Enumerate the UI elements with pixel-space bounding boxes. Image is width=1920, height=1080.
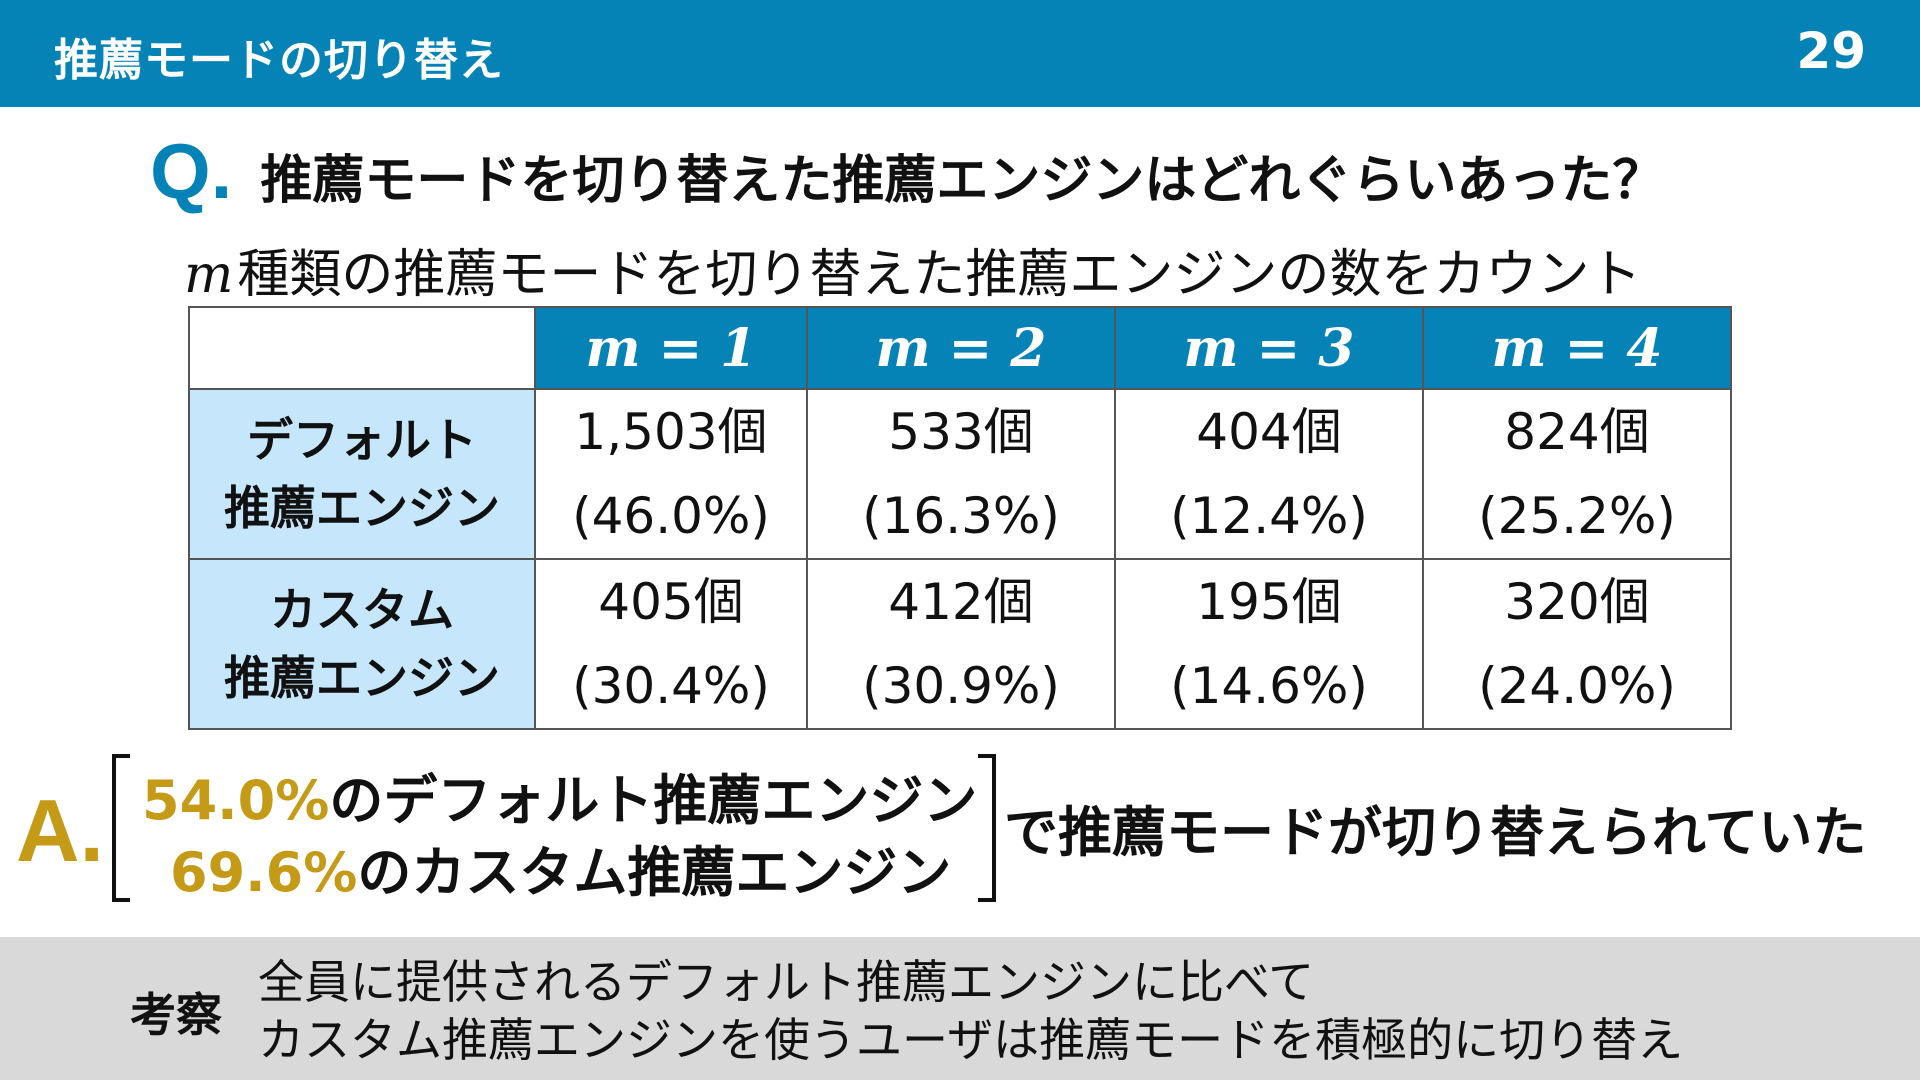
cell-count: 405個: [598, 573, 744, 631]
row-header-custom: カスタム 推薦エンジン: [188, 558, 536, 730]
mode-switch-table: m = 1 m = 2 m = 3 m = 4 デフォルト 推薦エンジン 1,5…: [188, 306, 1732, 730]
table-corner-cell: [188, 306, 536, 390]
question-block: Q. 推薦モードを切り替えた推薦エンジンはどれぐらいあった？: [150, 126, 1664, 215]
column-header-m3: m = 3: [1114, 306, 1424, 390]
answer-default-text: のデフォルト推薦エンジン: [329, 769, 978, 832]
answer-mark-label: A.: [16, 781, 104, 880]
answer-default-line: 54.0%のデフォルト推薦エンジン: [142, 756, 977, 835]
caption-text: 種類の推薦モードを切り替えた推薦エンジンの数をカウント: [237, 245, 1642, 305]
answer-conclusion: で推薦モードが切り替えられていた: [1004, 801, 1867, 864]
discussion-text: 全員に提供されるデフォルト推薦エンジンに比べて カスタム推薦エンジンを使うユーザ…: [258, 953, 1683, 1069]
cell-count: 533個: [888, 403, 1034, 461]
cell-percent: (25.2%): [1478, 487, 1676, 545]
table-row: カスタム 推薦エンジン 405個 (30.4%) 412個 (30.9%) 19…: [188, 558, 1732, 730]
cell-percent: (12.4%): [1170, 487, 1368, 545]
column-header-m2: m = 2: [806, 306, 1116, 390]
cell-percent: (24.0%): [1478, 657, 1676, 715]
caption-variable: m: [184, 245, 234, 305]
row-header-line: 推薦エンジン: [224, 651, 500, 705]
cell-percent: (14.6%): [1170, 657, 1368, 715]
table-cell: 1,503個 (46.0%): [534, 388, 808, 560]
slide-header: 推薦モードの切り替え 29: [0, 0, 1920, 107]
table-cell: 404個 (12.4%): [1114, 388, 1424, 560]
table-header-row: m = 1 m = 2 m = 3 m = 4: [188, 306, 1732, 390]
row-header-line: 推薦エンジン: [224, 481, 500, 535]
answer-custom-percent: 69.6%: [170, 841, 358, 904]
table-cell: 412個 (30.9%): [806, 558, 1116, 730]
right-bracket: [978, 754, 996, 902]
row-header-line: カスタム: [270, 583, 454, 637]
question-mark-label: Q.: [150, 127, 233, 215]
left-bracket: [112, 754, 130, 902]
cell-percent: (30.4%): [572, 657, 770, 715]
cell-count: 320個: [1504, 573, 1650, 631]
column-header-m1: m = 1: [534, 306, 808, 390]
answer-custom-text: のカスタム推薦エンジン: [357, 841, 952, 904]
answer-default-percent: 54.0%: [142, 769, 330, 832]
discussion-line: 全員に提供されるデフォルト推薦エンジンに比べて: [258, 955, 1315, 1009]
slide-title: 推薦モードの切り替え: [54, 35, 504, 86]
table-cell: 320個 (24.0%): [1422, 558, 1732, 730]
page-number: 29: [1796, 22, 1866, 80]
table-cell: 405個 (30.4%): [534, 558, 808, 730]
table-cell: 824個 (25.2%): [1422, 388, 1732, 560]
table-row: デフォルト 推薦エンジン 1,503個 (46.0%) 533個 (16.3%)…: [188, 388, 1732, 560]
row-header-line: デフォルト: [247, 413, 477, 467]
discussion-line: カスタム推薦エンジンを使うユーザは推薦モードを積極的に切り替え: [258, 1013, 1684, 1067]
table-caption: m種類の推薦モードを切り替えた推薦エンジンの数をカウント: [184, 232, 1641, 307]
discussion-footer: 考察 全員に提供されるデフォルト推薦エンジンに比べて カスタム推薦エンジンを使う…: [0, 937, 1920, 1080]
cell-percent: (30.9%): [862, 657, 1060, 715]
table-cell: 533個 (16.3%): [806, 388, 1116, 560]
cell-count: 824個: [1504, 403, 1650, 461]
cell-percent: (46.0%): [572, 487, 770, 545]
row-header-default: デフォルト 推薦エンジン: [188, 388, 536, 560]
discussion-label: 考察: [130, 988, 222, 1042]
cell-count: 1,503個: [574, 403, 768, 461]
cell-percent: (16.3%): [862, 487, 1060, 545]
cell-count: 195個: [1196, 573, 1342, 631]
question-text: 推薦モードを切り替えた推薦エンジンはどれぐらいあった？: [260, 151, 1665, 211]
column-header-m4: m = 4: [1422, 306, 1732, 390]
answer-custom-line: 69.6%のカスタム推薦エンジン: [170, 828, 951, 907]
table-cell: 195個 (14.6%): [1114, 558, 1424, 730]
cell-count: 412個: [888, 573, 1034, 631]
cell-count: 404個: [1196, 403, 1342, 461]
